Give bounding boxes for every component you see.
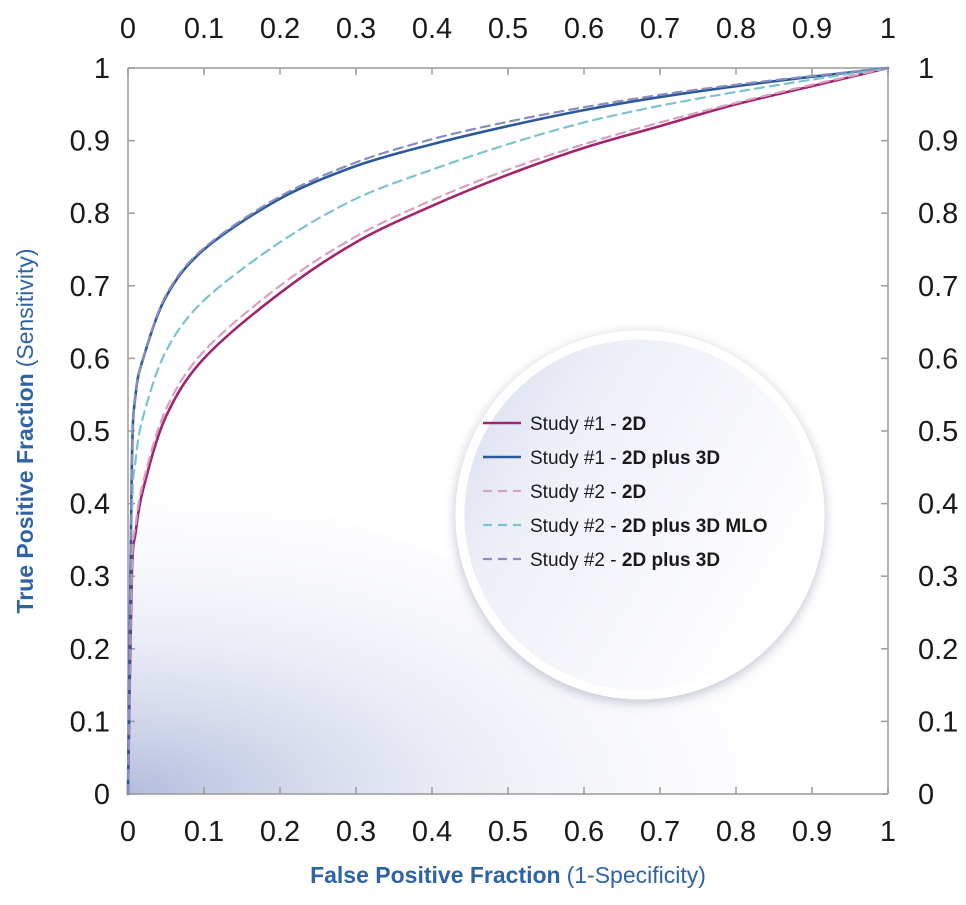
y-tick-label-right: 0.4 (918, 489, 958, 521)
series-line-1 (126, 66, 890, 796)
x-tick-label-bottom: 0.2 (260, 816, 300, 848)
legend-label: Study #1 - 2D plus 3D (530, 448, 720, 469)
tick-labels: 000.10.10.20.20.30.30.40.40.50.50.60.60.… (70, 13, 959, 848)
x-tick-label-top: 0.1 (184, 13, 224, 45)
x-tick-label-bottom: 0.8 (716, 816, 756, 848)
legend-label: Study #2 - 2D plus 3D (530, 550, 720, 571)
x-tick-label-top: 0.4 (412, 13, 452, 45)
y-tick-label-left: 1 (94, 53, 110, 85)
y-tick-label-right: 0.6 (918, 343, 958, 375)
legend-disc (455, 330, 825, 700)
y-tick-label-left: 0.7 (70, 271, 110, 303)
series-layer (126, 66, 890, 796)
y-tick-label-left: 0.5 (70, 416, 110, 448)
legend-label: Study #1 - 2D (530, 414, 646, 435)
y-tick-label-left: 0.4 (70, 489, 110, 521)
series-line-4 (126, 66, 890, 796)
y-tick-label-right: 0.2 (918, 634, 958, 666)
y-tick-label-right: 1 (918, 53, 934, 85)
x-tick-label-top: 0.3 (336, 13, 376, 45)
x-tick-label-top: 0.8 (716, 13, 756, 45)
x-tick-label-top: 0.9 (792, 13, 832, 45)
legend-label: Study #2 - 2D (530, 482, 646, 503)
x-tick-label-bottom: 1 (880, 816, 896, 848)
x-tick-label-bottom: 0.4 (412, 816, 452, 848)
y-tick-label-left: 0.6 (70, 343, 110, 375)
y-tick-label-left: 0.3 (70, 561, 110, 593)
x-tick-label-top: 0.5 (488, 13, 528, 45)
x-tick-label-top: 0.6 (564, 13, 604, 45)
y-tick-label-left: 0 (94, 779, 110, 811)
x-tick-label-top: 1 (880, 13, 896, 45)
y-tick-label-right: 0 (918, 779, 934, 811)
series-line-3 (126, 66, 890, 796)
x-tick-label-bottom: 0.3 (336, 816, 376, 848)
y-tick-label-right: 0.3 (918, 561, 958, 593)
series-line-5 (126, 66, 890, 796)
legend: Study #1 - 2D Study #1 - 2D plus 3D Study … (483, 414, 768, 571)
y-tick-label-left: 0.9 (70, 126, 110, 158)
x-tick-label-bottom: 0.7 (640, 816, 680, 848)
x-axis-title: False Positive Fraction (1-Specificity) (310, 862, 706, 888)
x-tick-label-top: 0.2 (260, 13, 300, 45)
x-tick-label-bottom: 0.6 (564, 816, 604, 848)
y-tick-label-right: 0.7 (918, 271, 958, 303)
y-tick-label-right: 0.9 (918, 126, 958, 158)
y-tick-label-left: 0.8 (70, 198, 110, 230)
y-tick-label-right: 0.8 (918, 198, 958, 230)
x-tick-label-bottom: 0.9 (792, 816, 832, 848)
x-tick-label-top: 0.7 (640, 13, 680, 45)
x-tick-label-bottom: 0 (120, 816, 136, 848)
y-tick-label-left: 0.1 (70, 706, 110, 738)
y-tick-label-left: 0.2 (70, 634, 110, 666)
y-tick-label-right: 0.5 (918, 416, 958, 448)
y-axis-title: True Positive Fraction(Sensitivity) (12, 248, 38, 613)
y-tick-label-right: 0.1 (918, 706, 958, 738)
x-tick-label-top: 0 (120, 13, 136, 45)
x-tick-label-bottom: 0.1 (184, 816, 224, 848)
legend-label: Study #2 - 2D plus 3D MLO (530, 516, 768, 537)
x-tick-label-bottom: 0.5 (488, 816, 528, 848)
